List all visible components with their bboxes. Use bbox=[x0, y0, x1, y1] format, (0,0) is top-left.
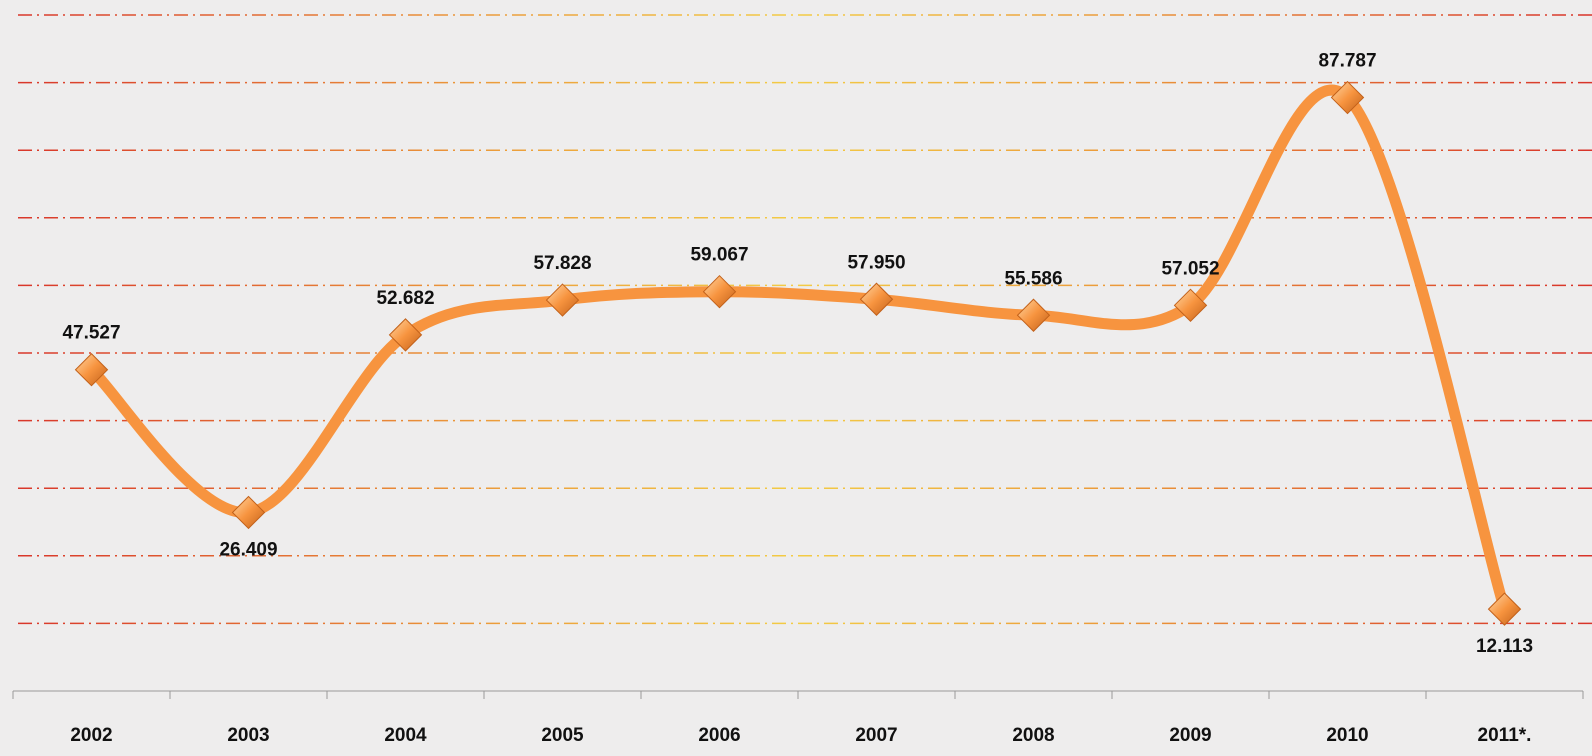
x-tick-label: 2002 bbox=[70, 725, 112, 746]
x-tick-label: 2008 bbox=[1012, 725, 1054, 746]
x-tick-label: 2006 bbox=[698, 725, 740, 746]
data-point bbox=[545, 283, 580, 317]
x-tick-label: 2007 bbox=[855, 725, 897, 746]
data-point bbox=[231, 495, 266, 530]
data-point bbox=[1487, 592, 1522, 626]
x-tick-label: 2010 bbox=[1326, 725, 1368, 746]
data-label: 57.828 bbox=[533, 253, 591, 274]
data-point bbox=[1330, 80, 1365, 115]
data-label: 57.950 bbox=[847, 252, 905, 273]
x-tick-label: 2004 bbox=[384, 725, 427, 746]
data-label: 57.052 bbox=[1161, 258, 1219, 279]
data-label: 55.586 bbox=[1004, 268, 1062, 289]
x-tick-label: 2005 bbox=[541, 725, 584, 746]
data-label: 52.682 bbox=[376, 288, 434, 309]
data-label: 59.067 bbox=[690, 245, 748, 266]
data-label: 26.409 bbox=[219, 539, 277, 560]
data-label: 87.787 bbox=[1318, 51, 1376, 72]
data-point bbox=[1173, 288, 1208, 323]
data-point bbox=[859, 282, 894, 316]
x-tick-label: 2011*. bbox=[1478, 725, 1532, 746]
data-point bbox=[1016, 298, 1051, 332]
x-tick-label: 2009 bbox=[1169, 725, 1211, 746]
data-label: 47.527 bbox=[62, 323, 120, 344]
data-point bbox=[388, 318, 423, 352]
data-point bbox=[702, 274, 737, 309]
x-tick-label: 2003 bbox=[227, 725, 269, 746]
data-point bbox=[74, 353, 109, 387]
data-label: 12.113 bbox=[1476, 636, 1533, 657]
